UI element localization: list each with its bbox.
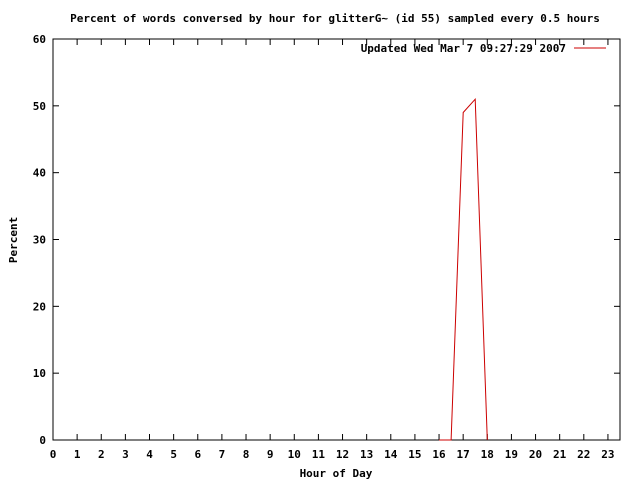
x-tick-label: 7 <box>219 448 226 461</box>
x-tick-label: 5 <box>170 448 177 461</box>
x-axis-ticks: 0 1 2 3 4 5 6 7 8 9 10 11 12 13 14 15 16 17 18 19 20 21 22 23 <box>50 39 615 461</box>
x-tick-label: 4 <box>146 448 153 461</box>
y-tick-label: 40 <box>33 167 46 180</box>
x-tick-label: 22 <box>577 448 590 461</box>
x-tick-label: 13 <box>360 448 373 461</box>
x-tick-label: 9 <box>267 448 274 461</box>
x-tick-label: 6 <box>194 448 201 461</box>
y-tick-label: 50 <box>33 100 46 113</box>
y-tick-label: 20 <box>33 300 46 313</box>
x-tick-label: 16 <box>432 448 446 461</box>
x-tick-label: 18 <box>481 448 494 461</box>
x-tick-label: 3 <box>122 448 129 461</box>
x-tick-label: 11 <box>312 448 326 461</box>
chart-title: Percent of words conversed by hour for g… <box>70 12 600 25</box>
y-tick-label: 0 <box>39 434 46 447</box>
legend-label: Updated Wed Mar 7 09:27:29 2007 <box>361 42 566 55</box>
series-line <box>439 97 488 441</box>
x-axis-label: Hour of Day <box>300 467 373 480</box>
y-tick-label: 10 <box>33 367 46 380</box>
x-tick-label: 21 <box>553 448 567 461</box>
x-tick-label: 17 <box>457 448 470 461</box>
legend: Updated Wed Mar 7 09:27:29 2007 <box>361 42 606 55</box>
y-axis-ticks: 0 10 20 30 40 50 60 <box>33 33 620 447</box>
x-tick-label: 1 <box>74 448 81 461</box>
x-tick-label: 15 <box>408 448 421 461</box>
x-tick-label: 23 <box>601 448 614 461</box>
x-tick-label: 2 <box>98 448 105 461</box>
x-tick-label: 10 <box>288 448 301 461</box>
x-tick-label: 0 <box>50 448 57 461</box>
x-tick-label: 20 <box>529 448 542 461</box>
y-axis-label: Percent <box>7 217 20 263</box>
x-tick-label: 14 <box>384 448 398 461</box>
x-tick-label: 8 <box>243 448 250 461</box>
series-layer <box>439 97 488 441</box>
y-tick-label: 30 <box>33 234 46 247</box>
x-tick-label: 12 <box>336 448 349 461</box>
plot-frame <box>52 38 621 441</box>
y-tick-label: 60 <box>33 33 46 46</box>
x-tick-label: 19 <box>505 448 518 461</box>
